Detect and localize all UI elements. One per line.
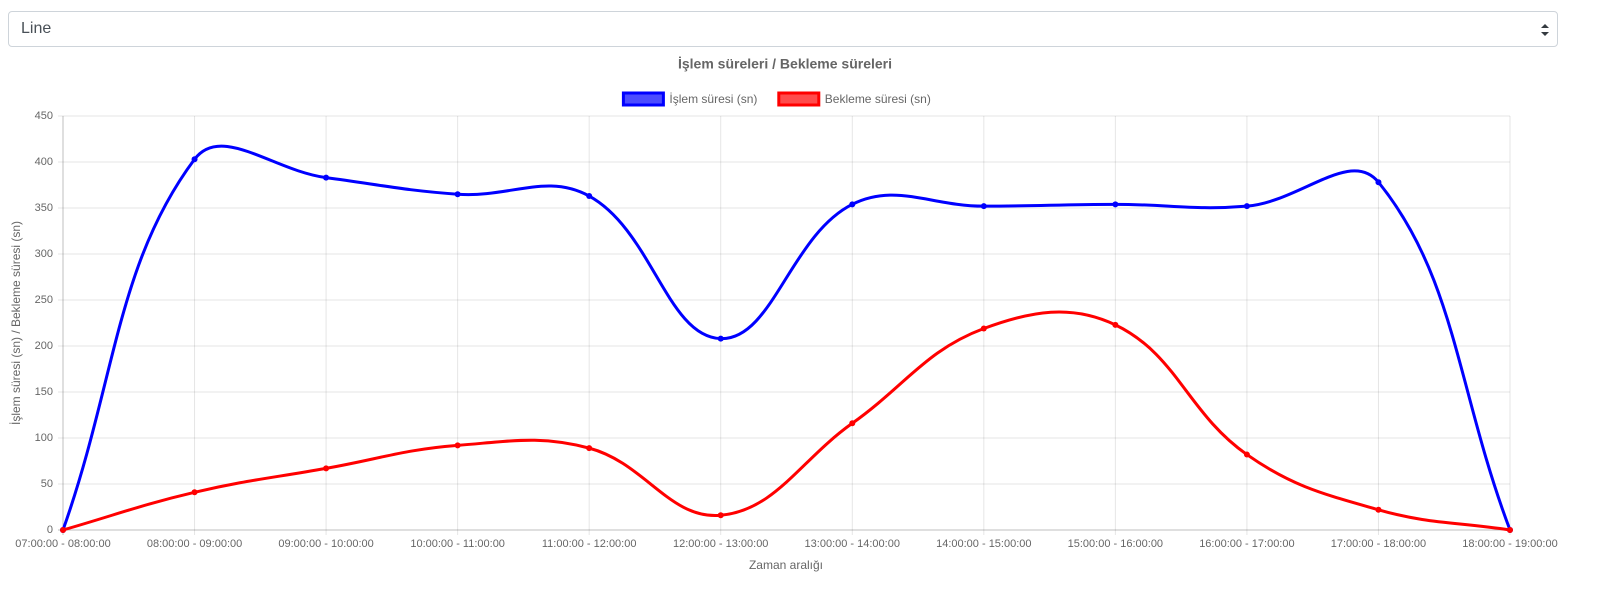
x-tick-label: 13:00:00 - 14:00:00 xyxy=(805,538,900,550)
data-point xyxy=(1243,203,1250,210)
select-arrows xyxy=(1541,24,1549,36)
select-value: Line xyxy=(21,20,52,37)
x-tick-label: 09:00:00 - 10:00:00 xyxy=(278,538,373,550)
data-point xyxy=(323,465,330,472)
x-tick-label: 12:00:00 - 13:00:00 xyxy=(673,538,768,550)
x-tick-label: 10:00:00 - 11:00:00 xyxy=(410,538,505,550)
data-point xyxy=(980,203,987,210)
data-point xyxy=(191,156,198,163)
y-axis-title: İşlem süresi (sn) / Bekleme süresi (sn) xyxy=(9,221,23,425)
chart-title: İşlem süreleri / Bekleme süreleri xyxy=(678,56,892,72)
x-axis-title: Zaman aralığı xyxy=(749,558,823,572)
x-tick-label: 14:00:00 - 15:00:00 xyxy=(936,538,1031,550)
x-tick-label: 18:00:00 - 19:00:00 xyxy=(1462,538,1557,550)
data-point xyxy=(1375,506,1382,513)
y-tick-label: 300 xyxy=(35,248,53,260)
x-tick-label: 15:00:00 - 16:00:00 xyxy=(1068,538,1163,550)
data-point xyxy=(586,445,593,452)
data-point xyxy=(454,442,461,449)
x-tick-label: 16:00:00 - 17:00:00 xyxy=(1199,538,1294,550)
data-point xyxy=(1112,201,1119,208)
y-tick-label: 200 xyxy=(35,340,53,352)
x-tick-label: 11:00:00 - 12:00:00 xyxy=(542,538,637,550)
data-point xyxy=(717,512,724,519)
data-point xyxy=(1243,451,1250,458)
x-tick-label: 07:00:00 - 08:00:00 xyxy=(15,538,110,550)
x-tick-label: 17:00:00 - 18:00:00 xyxy=(1331,538,1426,550)
x-tick-label: 08:00:00 - 09:00:00 xyxy=(147,538,242,550)
data-point xyxy=(980,325,987,332)
data-point xyxy=(849,420,856,427)
y-tick-label: 250 xyxy=(35,294,53,306)
y-tick-label: 0 xyxy=(47,524,53,536)
y-tick-label: 350 xyxy=(35,202,53,214)
legend-label: Bekleme süresi (sn) xyxy=(825,92,931,106)
data-point xyxy=(454,191,461,198)
data-point xyxy=(586,193,593,200)
data-point xyxy=(717,335,724,342)
data-point xyxy=(1375,179,1382,186)
y-tick-label: 100 xyxy=(35,432,53,444)
legend-label: İşlem süresi (sn) xyxy=(669,92,757,106)
legend-swatch xyxy=(621,91,665,107)
chart-type-select[interactable]: Line xyxy=(8,11,1558,47)
data-point xyxy=(1507,527,1513,533)
y-tick-label: 50 xyxy=(41,478,53,490)
data-point xyxy=(60,527,66,533)
legend-swatch xyxy=(777,91,821,107)
data-point xyxy=(849,201,856,208)
y-tick-label: 450 xyxy=(35,110,53,122)
y-tick-label: 400 xyxy=(35,156,53,168)
y-tick-label: 150 xyxy=(35,386,53,398)
data-point xyxy=(191,489,198,496)
data-point xyxy=(1112,321,1119,328)
series-line xyxy=(61,144,1512,531)
data-point xyxy=(323,174,330,181)
series-line xyxy=(62,310,1511,532)
